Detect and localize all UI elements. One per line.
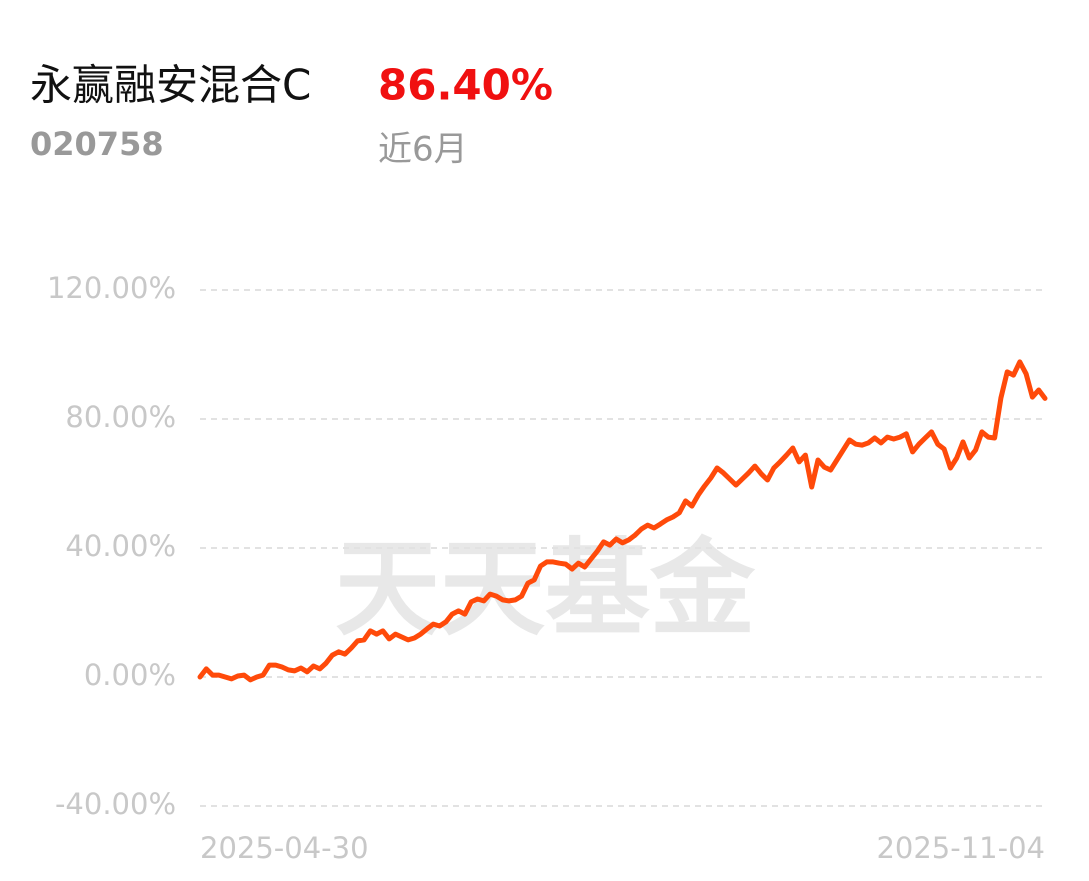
y-tick-label: -40.00% bbox=[55, 787, 176, 821]
y-tick-label: 120.00% bbox=[47, 271, 176, 305]
fund-line bbox=[197, 359, 1048, 683]
y-tick-label: 40.00% bbox=[65, 529, 176, 563]
fund-name: 永赢融安混合C bbox=[30, 61, 311, 110]
x-tick-label: 2025-04-30 bbox=[200, 831, 369, 865]
y-tick-label: 80.00% bbox=[65, 400, 176, 434]
fund-code: 020758 bbox=[30, 125, 164, 163]
period-label: 近6月 bbox=[378, 130, 468, 170]
x-tick-label: 2025-11-04 bbox=[876, 831, 1045, 865]
watermark: 天天基金 bbox=[335, 526, 756, 650]
return-value: 86.40% bbox=[378, 61, 553, 110]
y-tick-label: 0.00% bbox=[84, 658, 176, 692]
